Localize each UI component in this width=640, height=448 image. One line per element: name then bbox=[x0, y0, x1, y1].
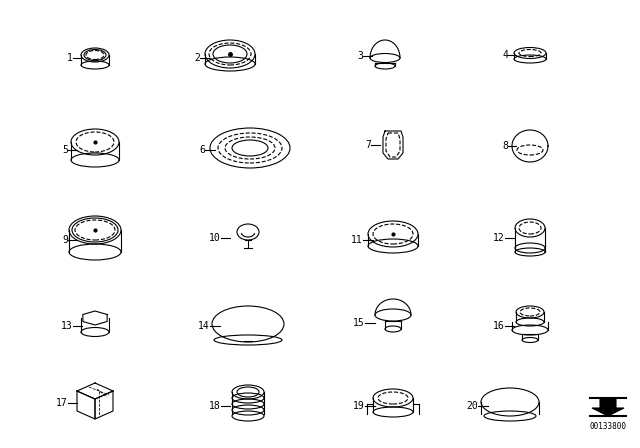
Text: 15: 15 bbox=[353, 318, 365, 328]
Text: 18: 18 bbox=[209, 401, 221, 411]
Text: 00133800: 00133800 bbox=[589, 422, 627, 431]
Text: 19: 19 bbox=[353, 401, 365, 411]
Text: 3: 3 bbox=[357, 51, 363, 61]
Text: 10: 10 bbox=[209, 233, 221, 243]
Text: 20: 20 bbox=[467, 401, 478, 411]
Text: 14: 14 bbox=[198, 321, 210, 331]
Text: 16: 16 bbox=[493, 321, 505, 331]
Text: 13: 13 bbox=[61, 321, 73, 331]
Text: 9: 9 bbox=[62, 235, 68, 245]
Text: 8: 8 bbox=[502, 141, 508, 151]
Text: 5: 5 bbox=[62, 145, 68, 155]
Text: 6: 6 bbox=[199, 145, 205, 155]
Text: 7: 7 bbox=[365, 140, 371, 150]
Polygon shape bbox=[592, 398, 624, 416]
Text: 2: 2 bbox=[194, 53, 200, 63]
Text: 4: 4 bbox=[502, 50, 508, 60]
Text: 1: 1 bbox=[67, 53, 73, 63]
Text: 11: 11 bbox=[351, 235, 363, 245]
Text: 17: 17 bbox=[56, 398, 68, 408]
Text: 12: 12 bbox=[493, 233, 505, 243]
